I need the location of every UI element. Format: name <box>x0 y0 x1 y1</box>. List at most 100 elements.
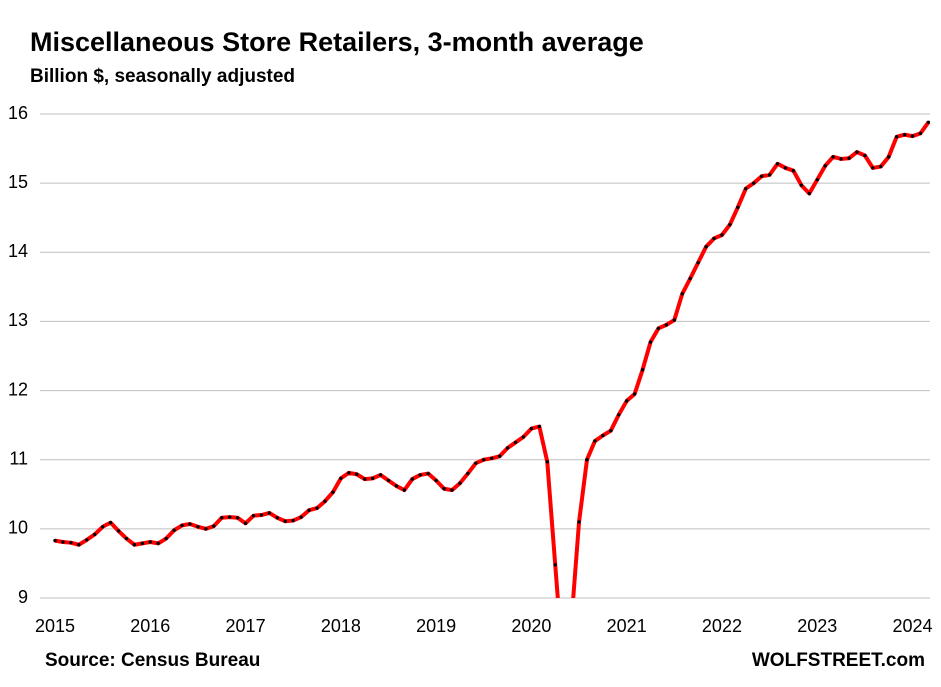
data-point <box>132 543 137 547</box>
data-point <box>640 368 645 372</box>
data-point <box>752 181 756 185</box>
data-point <box>93 532 97 537</box>
x-tick-label: 2024 <box>892 616 932 636</box>
data-point <box>426 471 430 476</box>
credit: WOLFSTREET.com <box>752 650 925 671</box>
data-point <box>879 164 883 169</box>
data-point <box>355 472 359 476</box>
data-point <box>505 446 510 450</box>
data-point <box>434 478 438 483</box>
data-point <box>839 157 843 161</box>
data-point <box>767 173 772 177</box>
data-point <box>148 540 152 544</box>
data-point <box>513 440 518 445</box>
data-point <box>894 135 899 139</box>
data-point <box>656 326 661 331</box>
data-point <box>847 156 851 160</box>
x-tick-label: 2023 <box>797 616 837 636</box>
data-point <box>521 435 526 439</box>
data-point <box>490 456 494 461</box>
y-tick-label: 15 <box>8 172 28 192</box>
data-point <box>251 514 256 518</box>
data-point <box>275 516 280 520</box>
data-point <box>696 260 700 265</box>
data-point <box>863 153 867 158</box>
data-point <box>807 191 811 196</box>
data-point <box>362 477 367 481</box>
data-point <box>124 536 129 541</box>
data-point <box>648 340 653 344</box>
data-point <box>902 133 907 137</box>
data-point <box>156 541 160 546</box>
data-point <box>593 439 597 443</box>
data-point <box>704 245 708 249</box>
data-point <box>418 473 422 477</box>
data-point <box>402 488 407 492</box>
x-tick-label: 2018 <box>321 616 361 636</box>
data-point <box>164 536 168 541</box>
data-point <box>545 460 549 464</box>
data-point <box>799 183 804 187</box>
data-point <box>243 521 248 526</box>
data-point <box>307 508 311 512</box>
data-point <box>688 276 692 281</box>
data-point <box>783 166 788 170</box>
chart-title: Miscellaneous Store Retailers, 3-month a… <box>30 27 644 57</box>
data-point <box>744 186 748 191</box>
data-point <box>632 392 637 396</box>
data-line <box>54 121 931 598</box>
data-point <box>442 487 446 491</box>
data-point <box>140 541 145 546</box>
x-tick-label: 2015 <box>35 616 75 636</box>
data-point <box>918 131 923 136</box>
y-tick-label: 16 <box>8 103 28 123</box>
data-point <box>601 433 605 438</box>
data-point <box>577 520 581 524</box>
data-point <box>116 529 121 533</box>
data-point <box>672 318 677 322</box>
data-point <box>267 511 272 515</box>
data-point <box>680 292 684 296</box>
data-point <box>53 538 57 543</box>
data-point <box>85 538 89 542</box>
data-point <box>331 490 335 494</box>
data-point <box>887 155 891 159</box>
data-point <box>529 426 534 431</box>
data-point <box>378 473 383 477</box>
data-point <box>315 506 319 510</box>
data-point <box>172 528 176 532</box>
data-point <box>720 233 724 237</box>
y-tick-label: 13 <box>8 310 28 330</box>
data-point <box>386 478 391 483</box>
x-tick-label: 2016 <box>130 616 170 636</box>
data-point <box>100 525 105 529</box>
data-point <box>815 177 819 182</box>
data-point <box>537 424 542 429</box>
x-tick-label: 2019 <box>416 616 456 636</box>
y-tick-label: 11 <box>9 448 28 468</box>
data-point <box>569 624 572 627</box>
data-point <box>410 477 414 481</box>
x-tick-label: 2021 <box>607 616 647 636</box>
x-tick-label: 2022 <box>702 616 742 636</box>
data-point <box>759 174 764 178</box>
data-point <box>227 515 232 519</box>
source: Source: Census Bureau <box>45 650 260 671</box>
data-point <box>394 484 399 488</box>
data-point <box>370 476 375 481</box>
data-point <box>791 168 796 173</box>
data-point <box>61 540 65 544</box>
data-point <box>180 523 184 528</box>
data-point <box>497 454 502 458</box>
data-point <box>212 524 216 528</box>
data-point <box>910 134 915 138</box>
data-point <box>259 513 264 517</box>
grid <box>40 113 930 599</box>
x-tick-label: 2017 <box>226 616 266 636</box>
data-point <box>77 543 81 547</box>
chart-subtitle: Billion $, seasonally adjusted <box>30 66 295 87</box>
plot-area <box>53 120 931 627</box>
data-point <box>664 323 669 327</box>
data-point <box>736 205 740 210</box>
